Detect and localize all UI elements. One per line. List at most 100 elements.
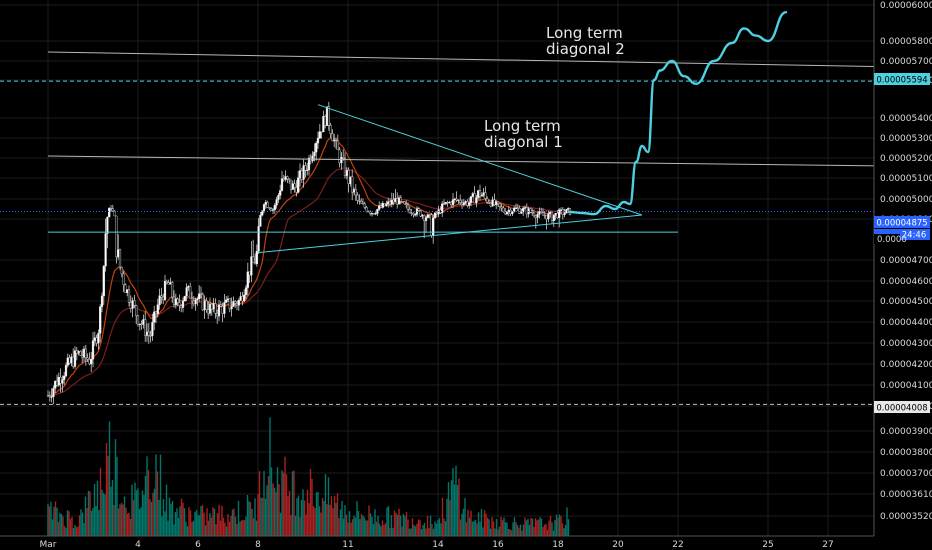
candle xyxy=(392,199,395,203)
volume-bar xyxy=(323,500,325,536)
time-axis[interactable]: Mar 4 6 8 11 14 16 18 20 22 25 27 xyxy=(0,535,874,550)
volume-bar xyxy=(545,524,547,536)
candle xyxy=(311,155,314,162)
volume-bar xyxy=(93,483,96,536)
volume-bar xyxy=(452,467,454,536)
projection[interactable] xyxy=(568,11,788,216)
volume-bar xyxy=(77,526,79,536)
volume-bar xyxy=(84,496,87,536)
volume-bar xyxy=(458,478,460,536)
price-axis[interactable]: 0.000060000.000058000.000057000.00005600… xyxy=(873,0,932,536)
ema-long-line xyxy=(48,167,571,397)
trendline-diagonal-1[interactable] xyxy=(47,155,889,167)
volume-bar xyxy=(285,474,288,536)
trendline-diagonal-2[interactable] xyxy=(47,51,889,68)
volume-bar xyxy=(167,520,169,536)
candle xyxy=(417,208,420,211)
volume-bar xyxy=(444,521,447,536)
time-tick-label: 25 xyxy=(762,540,773,550)
volume-bar xyxy=(258,471,261,536)
volume-bar xyxy=(546,529,549,536)
price-label-current[interactable]: 0.00004875 xyxy=(874,216,930,229)
volume-bar xyxy=(170,503,172,536)
candle xyxy=(91,340,95,360)
candle xyxy=(221,306,224,314)
candle xyxy=(100,295,104,307)
price-tick-label: 0.00005700 xyxy=(880,57,932,67)
volume-bar xyxy=(371,516,373,536)
volume-bar xyxy=(414,526,417,536)
volume-bar xyxy=(392,527,394,536)
candle xyxy=(149,335,152,337)
volume-bar xyxy=(266,485,268,536)
volume-bar xyxy=(216,513,219,536)
candle xyxy=(219,304,222,307)
candle xyxy=(68,357,71,364)
volume-bar xyxy=(201,504,204,536)
price-label-support[interactable]: 0.00004008 xyxy=(874,401,930,414)
candle xyxy=(104,233,107,267)
candle xyxy=(185,287,188,297)
volume-bar xyxy=(393,510,396,536)
candle xyxy=(365,207,368,212)
candle xyxy=(257,226,260,252)
candle xyxy=(284,176,287,180)
candle xyxy=(525,207,528,215)
candle xyxy=(414,214,417,216)
candle xyxy=(498,203,501,208)
projection-path[interactable] xyxy=(568,11,788,216)
price-label-countdown[interactable]: 24:46 xyxy=(874,229,930,241)
trendline-triangle-lower[interactable] xyxy=(257,214,643,254)
volume-bar xyxy=(428,527,430,536)
candle xyxy=(482,192,485,196)
candle xyxy=(518,208,521,214)
time-tick-label: 16 xyxy=(492,540,504,550)
candle xyxy=(333,139,336,142)
volume-bar xyxy=(402,514,405,536)
trendline-triangle-upper[interactable] xyxy=(317,104,643,216)
volume-bar xyxy=(99,467,102,536)
volume-bar xyxy=(278,484,280,536)
volume-bar xyxy=(426,516,429,536)
volume-bar xyxy=(251,508,253,536)
candle xyxy=(370,213,374,215)
price-tick-label: 0.00005300 xyxy=(880,134,932,144)
volume-bar xyxy=(497,529,499,536)
candle xyxy=(108,208,111,218)
candle xyxy=(82,348,86,358)
candle xyxy=(106,216,109,234)
candle xyxy=(324,115,327,126)
price-label-resistance[interactable]: 0.00005594 xyxy=(874,73,930,86)
volume-bar xyxy=(177,517,180,536)
volume-bar xyxy=(287,496,289,536)
candle xyxy=(129,302,132,309)
volume-bar xyxy=(558,514,561,536)
candle xyxy=(561,209,564,215)
time-tick-label: 8 xyxy=(255,540,261,550)
trendlines[interactable] xyxy=(0,51,889,405)
volume-bar xyxy=(63,526,66,536)
volume-bar xyxy=(416,523,418,536)
candle xyxy=(70,356,73,364)
time-tick-label: 6 xyxy=(195,540,201,550)
candle xyxy=(298,170,302,178)
candle xyxy=(338,149,341,164)
candle xyxy=(489,202,492,207)
candle xyxy=(77,351,80,354)
price-label-partial[interactable]: 0.0000 xyxy=(874,234,907,245)
volume-bar xyxy=(447,482,450,536)
volume-bar xyxy=(86,508,88,536)
volume-bar xyxy=(101,489,103,536)
candle xyxy=(154,311,158,315)
candle xyxy=(388,201,392,205)
candle xyxy=(214,303,217,314)
candle xyxy=(302,165,305,180)
volume-bar xyxy=(320,512,322,536)
candle xyxy=(322,115,325,133)
candle xyxy=(196,298,199,301)
candle xyxy=(243,294,246,302)
candle xyxy=(192,300,195,305)
volume-bar xyxy=(80,509,82,536)
volume-bar xyxy=(173,524,175,536)
